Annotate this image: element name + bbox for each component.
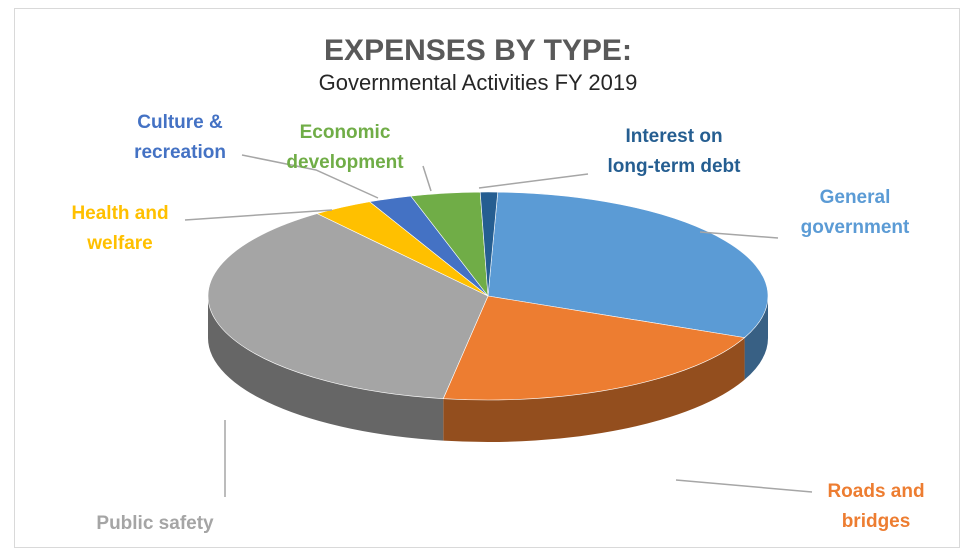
pie-side-0 — [744, 296, 768, 380]
slice-label-4: Culture & recreation — [134, 112, 226, 163]
slice-label-6: Interest on long-term debt — [608, 126, 742, 177]
slice-labels: General government Roads and bridges Public … — [71, 112, 924, 534]
slice-label-3-line-0: Health and — [71, 203, 168, 224]
slice-label-5-line-1: development — [286, 152, 404, 173]
slice-label-2-line-0: Public safety — [96, 513, 214, 534]
slice-label-1-line-1: bridges — [842, 511, 911, 532]
pie-slices — [207, 191, 769, 401]
slice-label-1-line-0: Roads and — [827, 481, 924, 502]
slice-label-2: Public safety — [96, 513, 214, 534]
slice-label-1: Roads and bridges — [827, 481, 924, 532]
chart-title: EXPENSES BY TYPE: — [324, 34, 632, 67]
leader-line-0 — [699, 231, 779, 239]
slice-label-0-line-1: government — [801, 217, 910, 238]
pie-slice-0 — [487, 191, 769, 338]
slice-label-5-line-0: Economic — [300, 122, 391, 143]
pie-slice-1 — [442, 295, 746, 401]
leader-line-5 — [422, 165, 432, 192]
slice-label-4-line-0: Culture & — [137, 112, 223, 133]
slice-label-6-line-1: long-term debt — [608, 156, 742, 177]
pie-slice-6 — [479, 191, 499, 297]
slice-label-6-line-0: Interest on — [625, 126, 722, 147]
pie-slice-2 — [207, 213, 489, 399]
slice-label-3: Health and welfare — [71, 203, 168, 254]
leader-lines — [184, 154, 813, 497]
leader-line-1 — [675, 479, 813, 493]
slice-label-0: General government — [801, 187, 910, 238]
pie-sides — [208, 296, 768, 442]
pie-side-2 — [208, 296, 444, 441]
pie-side-1 — [443, 337, 745, 442]
leader-line-6 — [478, 173, 589, 189]
slice-label-3-line-1: welfare — [86, 233, 152, 254]
slice-label-0-line-0: General — [820, 187, 891, 208]
chart-subtitle: Governmental Activities FY 2019 — [319, 70, 638, 95]
slice-label-4-line-1: recreation — [134, 142, 226, 163]
leader-line-4 — [241, 154, 379, 199]
slice-label-5: Economic development — [286, 122, 404, 173]
leader-line-3 — [184, 209, 333, 221]
